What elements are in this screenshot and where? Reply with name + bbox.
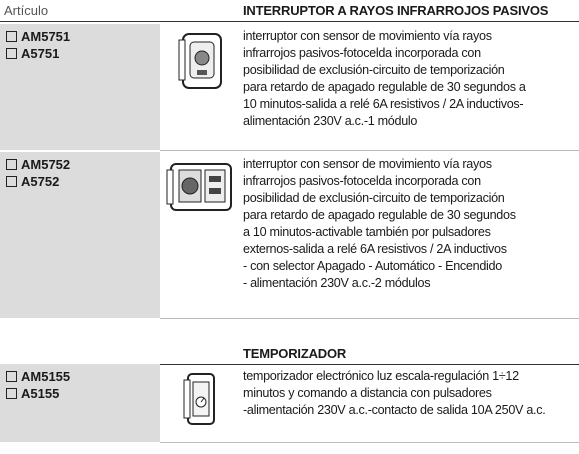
checkbox[interactable] [6,388,17,399]
code-text: AM5752 [21,157,71,172]
description-line: para retardo de apagado regulable de 30 … [243,208,516,222]
checkbox[interactable] [6,176,17,187]
description-line: - alimentación 230V a.c.-2 módulos [243,276,431,290]
article-code: AM5752 [6,156,70,173]
article-code: A5751 [6,45,59,62]
description-line: para retardo de apagado regulable de 30 … [243,80,526,94]
description-line: posibilidad de exclusión-circuito de tem… [243,63,505,77]
section-rule [0,21,579,22]
row-rule [160,442,579,443]
article-cell [0,152,160,318]
article-code: AM5751 [6,28,70,45]
description-line: a 10 minutos-activable también por pulsa… [243,225,491,239]
description-line: infrarrojos pasivos-fotocelda incorporad… [243,46,481,60]
row-rule [160,150,579,151]
description-line: minutos y comando a distancia con pulsad… [243,386,492,400]
description-line: interruptor con sensor de movimiento vía… [243,157,492,171]
article-cell [0,364,160,442]
description-line: externos-salida a relé 6A resistivos / 2… [243,242,507,256]
code-text: AM5155 [21,369,71,384]
description-line: - con selector Apagado - Automático - En… [243,259,502,273]
code-text: A5752 [21,174,60,189]
checkbox[interactable] [6,48,17,59]
product-image [165,156,237,223]
article-code: A5155 [6,385,59,402]
description-line: alimentación 230V a.c.-1 módulo [243,114,418,128]
checkbox[interactable] [6,371,17,382]
article-cell [0,24,160,150]
section-title: INTERRUPTOR A RAYOS INFRARROJOS PASIVOS [243,3,549,18]
description-line: -alimentación 230V a.c.-contacto de sali… [243,403,546,417]
article-code: AM5155 [6,368,70,385]
description-line: infrarrojos pasivos-fotocelda incorporad… [243,174,481,188]
checkbox[interactable] [6,31,17,42]
product-image [175,28,231,99]
description-line: temporizador electrónico luz escala-regu… [243,369,519,383]
description-line: interruptor con sensor de movimiento vía… [243,29,492,43]
code-text: A5155 [21,386,60,401]
code-text: A5751 [21,46,60,61]
article-code: A5752 [6,173,59,190]
product-image [180,368,220,435]
article-label: Artículo [4,3,49,18]
section-title: TEMPORIZADOR [243,346,347,361]
row-rule [160,318,579,319]
code-text: AM5751 [21,29,71,44]
description-line: 10 minutos-salida a relé 6A resistivos /… [243,97,524,111]
checkbox[interactable] [6,159,17,170]
section-rule [0,364,579,365]
description-line: posibilidad de exclusión-circuito de tem… [243,191,505,205]
